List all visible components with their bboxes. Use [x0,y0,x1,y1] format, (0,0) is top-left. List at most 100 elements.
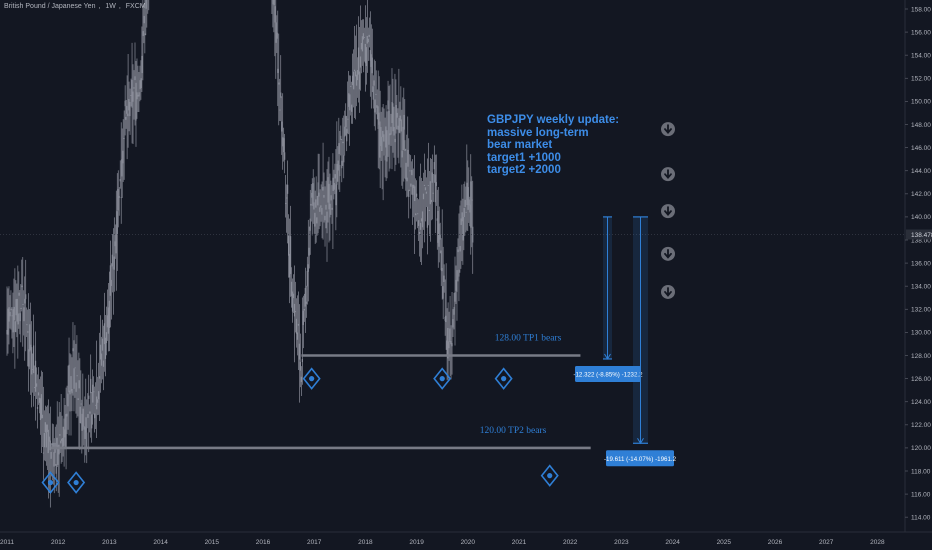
candle-body [118,196,120,198]
measure-label-box [606,450,674,467]
candle-body [408,189,410,197]
candle-body [294,311,297,313]
arrows-layer [661,122,675,299]
candle-body [56,437,58,450]
price-tick-label: 120.00 [911,445,931,452]
candle-body [440,250,442,271]
candle-body [24,298,26,304]
candle-body [422,193,425,200]
candle-body [61,438,63,442]
candle-body [315,199,317,208]
candle-body [84,427,86,439]
candle-body [119,179,121,182]
time-tick-label: 2022 [563,539,578,546]
marker-diamond [494,367,513,390]
candle-body [90,378,92,394]
candle-body [79,406,81,423]
candle-body [94,413,96,419]
marker-icon [433,367,452,390]
candle-body [402,126,404,151]
candle-body [337,160,339,171]
candle-body [353,69,356,72]
candle-body [455,279,457,291]
candle-body [363,37,366,38]
candle-body [435,182,437,186]
candle-body [431,172,433,183]
candle-body [413,184,415,189]
candle-body [312,183,314,206]
candle-body [399,115,401,121]
candle-body [319,207,321,212]
candle-body [279,109,281,111]
candle-body [406,177,408,182]
marker-icon [494,367,513,390]
annotation-line-1: GBPJPY weekly update: [487,114,620,126]
candle-body [37,392,40,396]
candle-body [53,452,55,467]
candle-body [100,353,103,366]
candle-body [309,218,311,231]
price-tick-label: 128.00 [911,353,931,360]
analysis-text: GBPJPY weekly update: massive long-term … [487,114,619,177]
price-axis-bg [905,0,932,550]
time-tick-label: 2016 [256,539,271,546]
measure-arrowhead [637,438,644,445]
down-arrow-glyph [664,124,672,135]
candle-body [130,95,132,96]
candle-body [375,93,377,95]
candle-body [137,94,139,97]
down-arrow-glyph [664,287,672,297]
price-axis[interactable]: 114.00 116.00 118.00 120.00 122.00 124.00 126.… [904,0,932,550]
candle-body [141,55,143,74]
time-tick-label: 2019 [409,539,424,546]
candle-body [72,348,74,352]
candle-body [329,203,331,218]
candle-body [296,332,299,340]
symbol-title[interactable]: British Pound / Japanese Yen, 1W, FXCM [4,3,146,10]
candle-body [346,128,348,142]
current-price-label: 138.478 [911,232,932,239]
markers-layer [41,367,559,494]
candle-body [318,192,320,197]
candle-body [99,344,102,360]
candle-body [128,99,130,111]
candle-body [135,82,137,121]
candle-body [104,337,107,359]
candle-body [383,134,385,142]
level-label: 120.00 TP2 bears [480,426,547,436]
candle-body [287,184,289,194]
candle-body [457,249,459,253]
time-tick-label: 2026 [768,539,783,546]
candle-body [365,47,367,67]
down-arrow-icon [661,284,675,299]
measure-label: -12.322 (-8.85%) -1232.2 [573,371,643,378]
candle-body [364,43,366,64]
time-tick-label: 2012 [51,539,66,546]
candle-body [15,299,17,316]
candle-body [307,264,309,272]
candle-body [378,112,380,125]
candle-body [320,205,322,208]
interval-label: 1W [105,3,116,10]
candle-body [340,135,342,140]
candle-body [11,315,13,317]
candle-body [71,388,73,394]
exchange-label: FXCM [125,3,146,10]
candle-body [458,269,460,277]
candle-body [385,126,387,148]
candle-body [284,152,286,160]
candle-body [42,452,45,454]
candle-body [121,159,123,177]
candle-body [335,184,337,206]
candle-body [432,192,434,194]
time-axis[interactable]: 2011 2012 2013 2014 2015 2016 2017 2018 2019 2020… [0,531,932,546]
candle-body [333,183,335,190]
candle-body [436,218,438,221]
price-tick-label: 124.00 [911,399,931,406]
candle-body [442,286,444,299]
price-tick-label: 142.00 [911,191,931,198]
candle-body [45,424,47,448]
candle-body [448,341,450,349]
